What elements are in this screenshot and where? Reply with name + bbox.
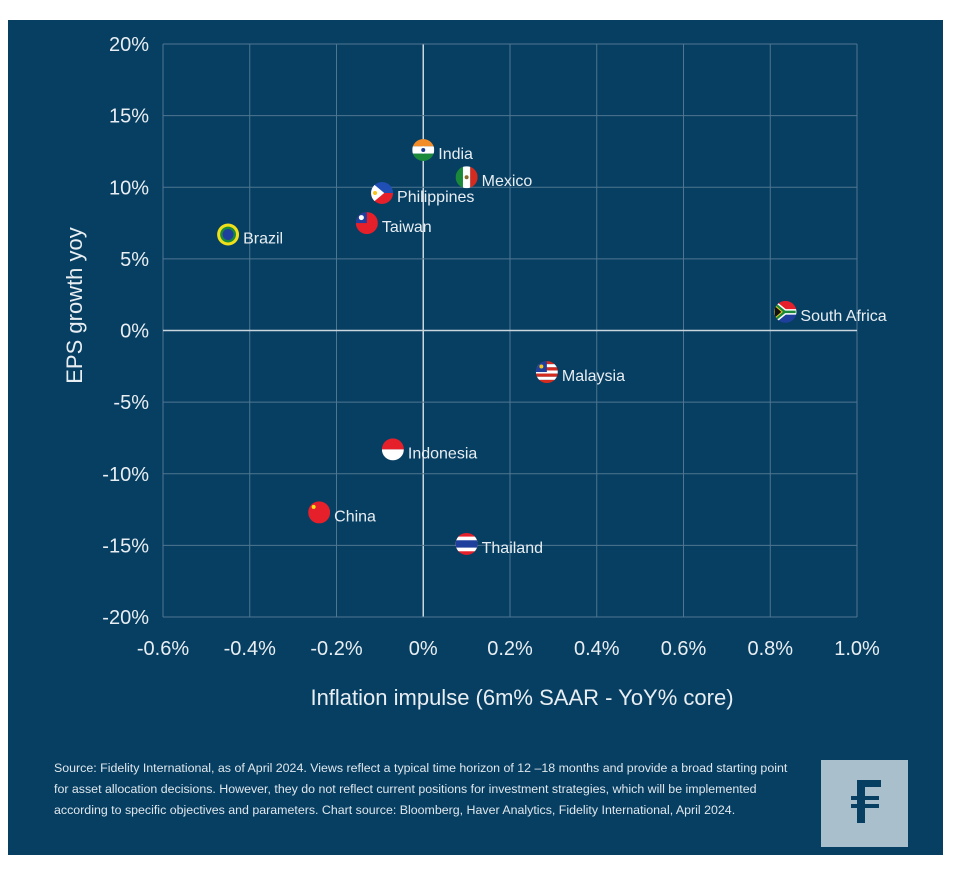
y-axis-label: EPS growth yoy bbox=[62, 227, 87, 384]
point-label: South Africa bbox=[800, 308, 886, 325]
x-tick-label: 0.2% bbox=[487, 638, 533, 660]
y-tick-label: -20% bbox=[102, 607, 149, 629]
x-tick-label: 0.8% bbox=[747, 638, 793, 660]
y-tick-label: 0% bbox=[120, 321, 149, 343]
data-point-indonesia bbox=[381, 438, 404, 461]
y-tick-label: 15% bbox=[109, 106, 149, 128]
data-point-south-africa bbox=[774, 300, 797, 323]
x-tick-label: 1.0% bbox=[834, 638, 880, 660]
mexico-flag-icon bbox=[455, 166, 478, 189]
point-label: Indonesia bbox=[408, 445, 477, 462]
x-tick-label: 0.4% bbox=[574, 638, 620, 660]
y-tick-label: -15% bbox=[102, 535, 149, 557]
china-flag-icon bbox=[308, 501, 331, 524]
data-point-taiwan bbox=[355, 212, 378, 235]
data-point-brazil bbox=[217, 223, 240, 246]
point-label: Brazil bbox=[243, 231, 283, 248]
brazil-flag-icon bbox=[217, 223, 240, 246]
point-label: Taiwan bbox=[382, 219, 432, 236]
data-point-thailand bbox=[455, 532, 478, 555]
south-africa-flag-icon bbox=[774, 300, 797, 323]
philippines-flag-icon bbox=[371, 181, 394, 204]
point-label: Malaysia bbox=[562, 368, 625, 385]
x-tick-label: -0.4% bbox=[224, 638, 276, 660]
taiwan-flag-icon bbox=[355, 212, 378, 235]
data-point-mexico bbox=[455, 166, 478, 189]
source-note: Source: Fidelity International, as of Ap… bbox=[54, 761, 788, 817]
indonesia-flag-icon bbox=[381, 438, 404, 461]
x-tick-label: -0.2% bbox=[310, 638, 362, 660]
y-tick-label: -5% bbox=[113, 392, 149, 414]
fidelity-logo-icon bbox=[821, 760, 908, 847]
x-tick-label: -0.6% bbox=[137, 638, 189, 660]
point-label: India bbox=[438, 146, 473, 163]
y-tick-label: 20% bbox=[109, 34, 149, 56]
y-tick-label: 10% bbox=[109, 177, 149, 199]
point-label: Thailand bbox=[482, 540, 543, 557]
india-flag-icon bbox=[412, 139, 435, 162]
data-point-philippines bbox=[371, 181, 394, 204]
x-tick-label: 0.6% bbox=[661, 638, 707, 660]
chart-panel: -0.6% -0.4% -0.2% 0% 0.2% 0.4% 0.6% 0.8% 1.0% 20%… bbox=[8, 20, 943, 855]
point-label: Philippines bbox=[397, 189, 474, 206]
malaysia-flag-icon bbox=[535, 361, 558, 384]
data-point-china bbox=[308, 501, 331, 524]
y-tick-label: -10% bbox=[102, 464, 149, 486]
data-point-malaysia bbox=[535, 361, 558, 384]
point-label: Mexico bbox=[482, 173, 533, 190]
scatter-chart: -0.6% -0.4% -0.2% 0% 0.2% 0.4% 0.6% 0.8% 1.0% 20%… bbox=[62, 34, 887, 710]
x-axis-label: Inflation impulse (6m% SAAR - YoY% core) bbox=[310, 685, 733, 710]
y-tick-label: 5% bbox=[120, 249, 149, 271]
x-tick-label: 0% bbox=[409, 638, 438, 660]
thailand-flag-icon bbox=[455, 532, 478, 555]
data-point-india bbox=[412, 139, 435, 162]
point-label: China bbox=[334, 508, 376, 525]
